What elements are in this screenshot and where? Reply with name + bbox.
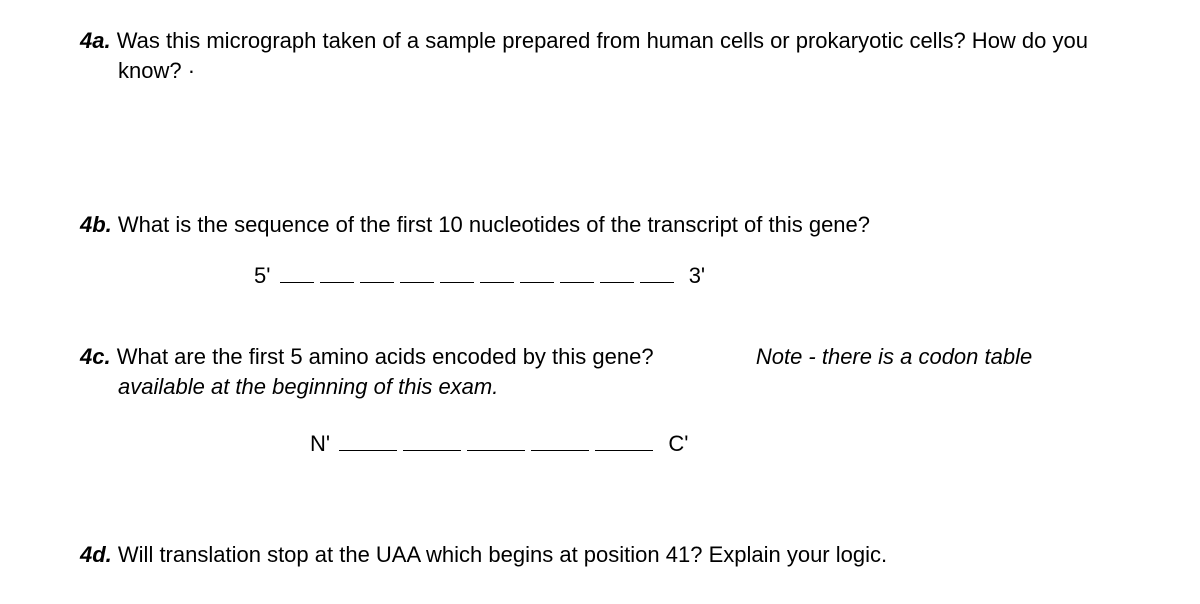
question-4c-note: Note - there is a codon table: [756, 344, 1032, 369]
blank-4c-1[interactable]: [339, 439, 397, 451]
question-4d: 4d. Will translation stop at the UAA whi…: [80, 540, 1140, 570]
question-4c-text: What are the first 5 amino acids encoded…: [111, 344, 654, 369]
question-4d-text: Will translation stop at the UAA which b…: [112, 542, 887, 567]
question-4a-text: Was this micrograph taken of a sample pr…: [111, 28, 1088, 83]
label-5-prime: 5': [254, 263, 270, 288]
answer-line-4b: 5' 3': [254, 262, 705, 291]
question-4a: 4a. Was this micrograph taken of a sampl…: [80, 26, 1140, 85]
question-4d-label: 4d.: [80, 542, 112, 567]
label-c-prime: C': [668, 431, 688, 456]
blank-4c-3[interactable]: [467, 439, 525, 451]
question-4b-text: What is the sequence of the first 10 nuc…: [112, 212, 870, 237]
worksheet-page: 4a. Was this micrograph taken of a sampl…: [0, 0, 1200, 604]
blank-4b-2[interactable]: [320, 271, 354, 283]
question-4c-note-cont: available at the beginning of this exam.: [80, 372, 1140, 402]
blank-4b-7[interactable]: [520, 271, 554, 283]
question-4b-label: 4b.: [80, 212, 112, 237]
blank-4c-2[interactable]: [403, 439, 461, 451]
blanks-4b[interactable]: [277, 263, 677, 288]
question-4a-label: 4a.: [80, 28, 111, 53]
blank-4b-9[interactable]: [600, 271, 634, 283]
blank-4b-6[interactable]: [480, 271, 514, 283]
blank-4c-5[interactable]: [595, 439, 653, 451]
question-4c: 4c. What are the first 5 amino acids enc…: [80, 342, 1140, 401]
blanks-4c[interactable]: [336, 431, 656, 456]
blank-4b-8[interactable]: [560, 271, 594, 283]
blank-4c-4[interactable]: [531, 439, 589, 451]
label-3-prime: 3': [689, 263, 705, 288]
blank-4b-4[interactable]: [400, 271, 434, 283]
answer-line-4c: N' C': [310, 430, 688, 459]
blank-4b-5[interactable]: [440, 271, 474, 283]
blank-4b-1[interactable]: [280, 271, 314, 283]
label-n-prime: N': [310, 431, 330, 456]
question-4b: 4b. What is the sequence of the first 10…: [80, 210, 1140, 240]
blank-4b-10[interactable]: [640, 271, 674, 283]
blank-4b-3[interactable]: [360, 271, 394, 283]
question-4c-label: 4c.: [80, 344, 111, 369]
